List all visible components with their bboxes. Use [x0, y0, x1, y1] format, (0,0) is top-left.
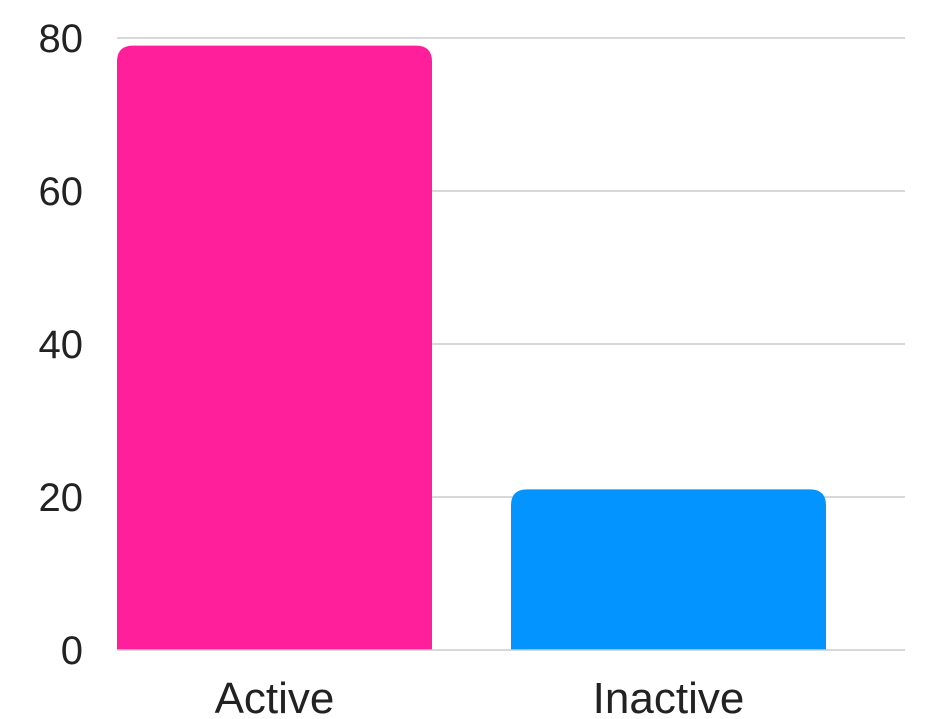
- bar-active: [117, 45, 432, 650]
- y-tick-label: 60: [39, 170, 84, 214]
- y-tick-label: 0: [61, 629, 83, 673]
- y-tick-label: 80: [39, 17, 84, 61]
- y-tick-label: 20: [39, 476, 84, 520]
- bars: [117, 45, 826, 650]
- bar-inactive: [511, 489, 826, 650]
- y-tick-label: 40: [39, 323, 84, 367]
- x-category-label: Inactive: [593, 674, 745, 719]
- y-axis-ticks: 0 20 40 60 80: [39, 17, 84, 673]
- x-axis-labels: Active Inactive: [215, 674, 745, 719]
- x-category-label: Active: [215, 674, 335, 719]
